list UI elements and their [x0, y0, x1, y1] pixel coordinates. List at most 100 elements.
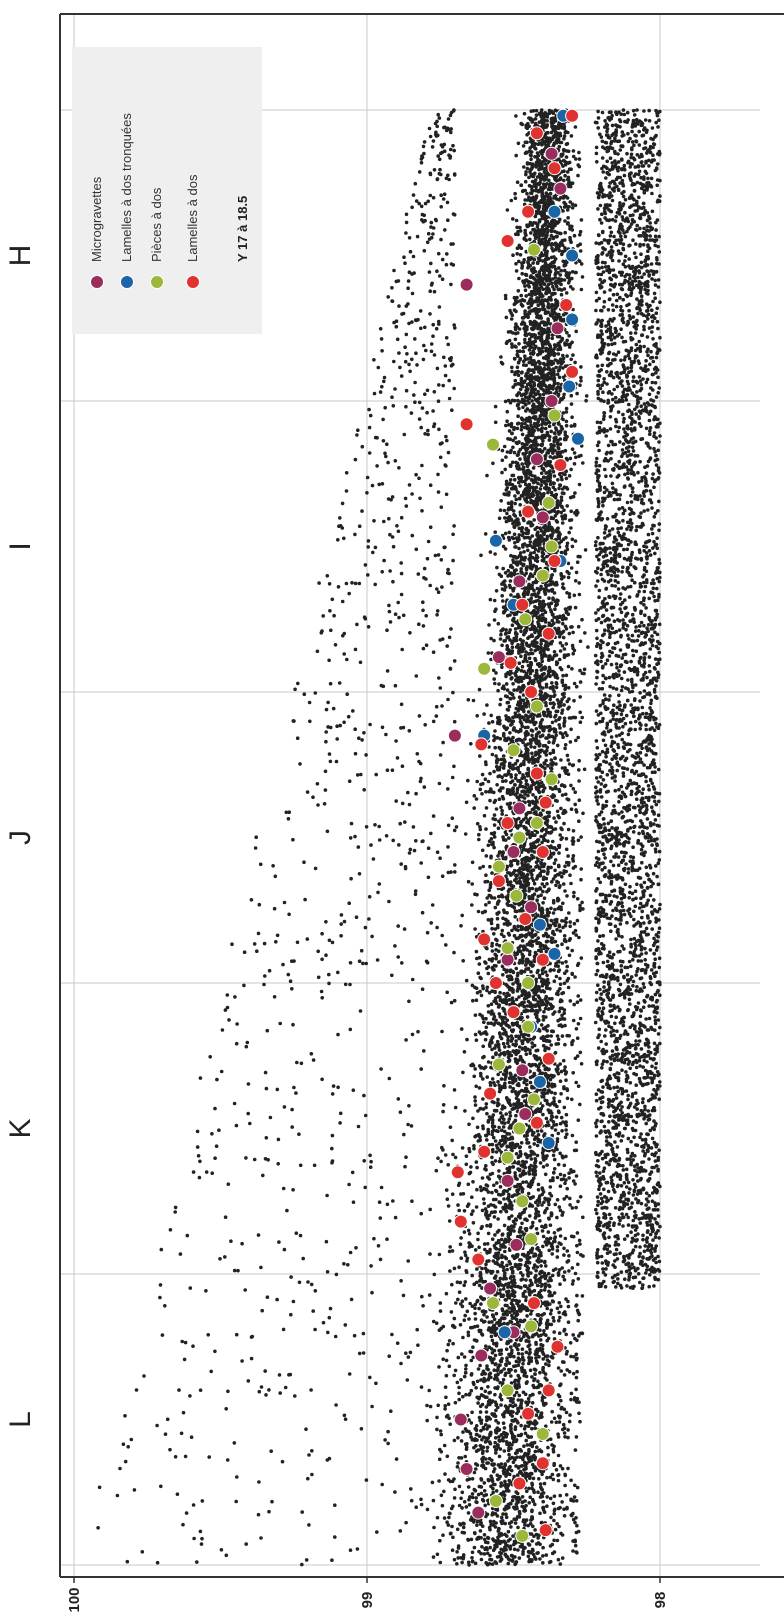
background-point	[570, 971, 574, 976]
background-point	[573, 605, 578, 610]
background-point	[510, 1089, 514, 1094]
background-point	[576, 1199, 580, 1204]
background-point	[513, 501, 517, 506]
background-point	[552, 1167, 557, 1171]
background-point	[564, 916, 569, 921]
background-point	[537, 346, 541, 351]
background-point	[555, 505, 560, 510]
background-point	[531, 109, 536, 113]
background-point	[525, 191, 529, 196]
background-point	[480, 792, 484, 796]
background-point	[501, 1439, 506, 1443]
background-point	[501, 599, 505, 603]
background-point	[552, 968, 556, 972]
background-point	[550, 839, 555, 844]
background-point	[509, 317, 514, 321]
background-point	[575, 1036, 580, 1040]
background-point	[562, 586, 566, 591]
background-point	[463, 1313, 468, 1318]
background-point	[552, 979, 557, 983]
background-point	[484, 1344, 488, 1348]
background-point	[558, 1234, 563, 1238]
background-point	[475, 1267, 479, 1271]
background-point	[479, 553, 483, 558]
background-point	[474, 1205, 479, 1209]
background-point	[558, 1062, 562, 1066]
background-point	[544, 1553, 549, 1557]
background-point	[493, 1560, 498, 1564]
background-point	[564, 476, 569, 481]
background-point	[551, 116, 556, 121]
background-point	[517, 984, 522, 988]
background-point	[482, 1493, 487, 1498]
background-point	[471, 1221, 476, 1225]
background-point	[492, 1215, 497, 1219]
background-point	[586, 645, 590, 649]
background-point	[563, 1435, 567, 1439]
background-point	[431, 1498, 436, 1503]
background-point	[568, 999, 573, 1003]
background-point	[541, 1088, 546, 1092]
background-point	[475, 1187, 479, 1192]
background-point	[541, 1018, 546, 1022]
background-point	[560, 692, 565, 697]
background-point	[536, 1256, 541, 1261]
background-point	[570, 948, 574, 953]
background-point	[566, 575, 571, 580]
background-point	[565, 208, 570, 212]
background-point	[501, 1512, 505, 1516]
background-point	[520, 271, 524, 276]
background-point	[570, 270, 575, 274]
background-point	[573, 125, 578, 129]
background-point	[474, 1386, 478, 1390]
background-point	[477, 1434, 482, 1438]
background-point	[556, 478, 560, 482]
background-point	[572, 921, 577, 926]
background-point	[582, 767, 587, 772]
background-point	[470, 882, 475, 886]
background-point	[570, 447, 575, 452]
background-point	[467, 1149, 472, 1154]
background-point	[557, 1420, 562, 1424]
background-point	[525, 1015, 530, 1019]
background-point	[575, 918, 580, 923]
background-point	[556, 352, 561, 356]
background-point	[564, 291, 569, 295]
background-point	[492, 769, 496, 774]
background-point	[517, 546, 521, 551]
background-point	[544, 1424, 548, 1428]
background-point	[562, 1360, 566, 1364]
background-point	[549, 906, 553, 911]
background-point	[546, 355, 551, 360]
background-point	[482, 712, 486, 716]
background-point	[539, 471, 544, 476]
background-point	[562, 1105, 567, 1110]
background-point	[481, 1107, 486, 1111]
background-point	[474, 797, 479, 801]
background-point	[501, 1287, 506, 1291]
background-point	[565, 1260, 569, 1264]
background-point	[498, 508, 503, 512]
background-point	[578, 1419, 582, 1424]
background-point	[573, 1182, 577, 1186]
background-point	[498, 990, 502, 995]
background-point	[464, 1363, 468, 1368]
background-point	[490, 989, 494, 993]
background-point	[541, 272, 546, 277]
background-point	[557, 1099, 562, 1104]
background-point	[576, 1277, 581, 1281]
background-point	[547, 424, 552, 429]
background-point	[559, 758, 563, 762]
background-point	[524, 1381, 529, 1385]
background-point	[577, 798, 582, 802]
background-point	[508, 1085, 512, 1089]
background-point	[512, 1354, 516, 1359]
background-point	[459, 1236, 463, 1240]
background-point	[569, 467, 573, 472]
background-point	[562, 1270, 567, 1274]
background-point	[479, 1557, 484, 1562]
background-point	[555, 809, 560, 814]
background-point	[557, 773, 562, 778]
background-point	[494, 1489, 499, 1493]
background-point	[474, 1038, 479, 1042]
